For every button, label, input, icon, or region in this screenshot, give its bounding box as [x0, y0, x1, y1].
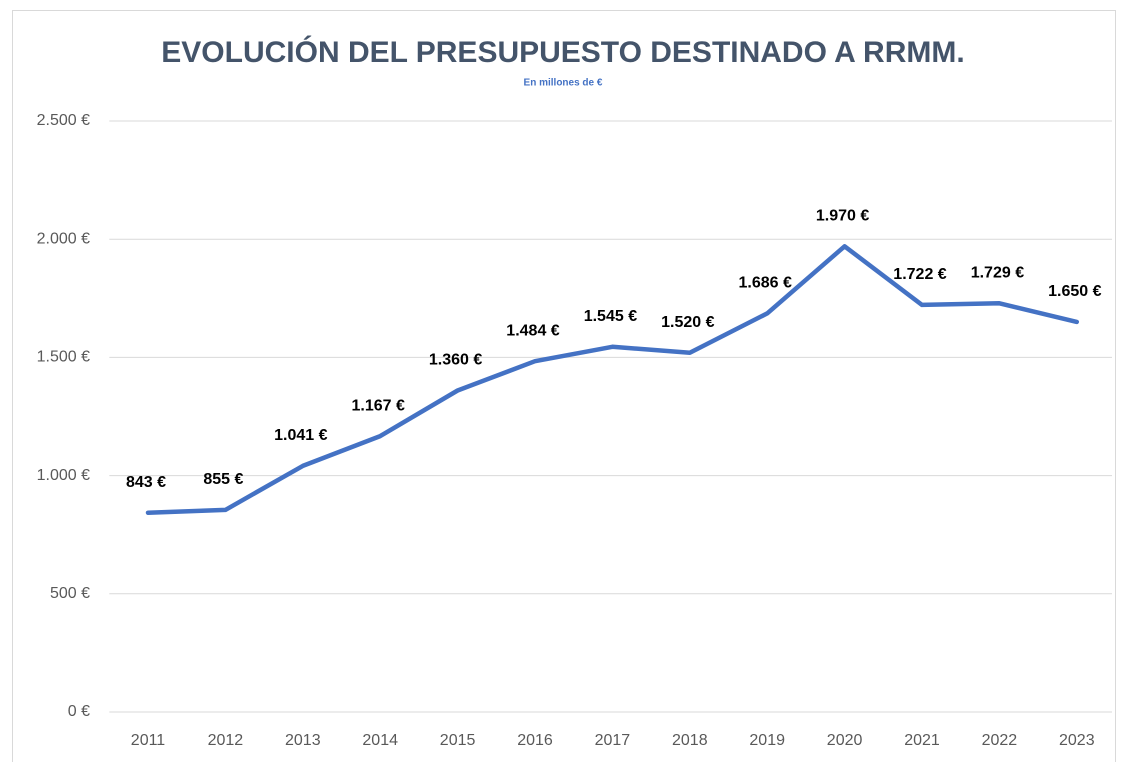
x-tick-label: 2013 — [285, 732, 321, 749]
data-label: 1.970 € — [816, 208, 869, 225]
data-label: 843 € — [126, 474, 166, 491]
x-tick-label: 2012 — [208, 732, 244, 749]
x-tick-label: 2015 — [440, 732, 476, 749]
x-tick-label: 2017 — [595, 732, 631, 749]
y-tick-label: 1.000 € — [37, 467, 90, 484]
data-label: 1.360 € — [429, 352, 482, 369]
data-label: 1.041 € — [274, 427, 327, 444]
line — [145, 244, 1080, 515]
data-label: 855 € — [203, 471, 243, 488]
x-tick-label: 2019 — [749, 732, 785, 749]
y-tick-label: 500 € — [50, 585, 90, 602]
data-label: 1.650 € — [1048, 283, 1101, 300]
x-tick-label: 2023 — [1059, 732, 1095, 749]
chart-title: EVOLUCIÓN DEL PRESUPUESTO DESTINADO A RR… — [161, 35, 964, 69]
data-label: 1.167 € — [352, 397, 405, 414]
y-tick-label: 0 € — [68, 703, 90, 720]
x-tick-label: 2016 — [517, 732, 553, 749]
x-tick-label: 2018 — [672, 732, 708, 749]
chart-border — [12, 10, 1116, 762]
data-label: 1.484 € — [506, 322, 559, 339]
data-label: 1.686 € — [739, 275, 792, 292]
y-tick-label: 2.500 € — [37, 112, 90, 129]
y-tick-label: 1.500 € — [37, 349, 90, 366]
x-tick-label: 2011 — [131, 732, 166, 749]
data-label: 1.545 € — [584, 308, 637, 325]
y-tick-label: 2.000 € — [37, 230, 90, 247]
data-label: 1.729 € — [971, 264, 1024, 281]
x-tick-label: 2020 — [827, 732, 863, 749]
chart-subtitle: En millones de € — [524, 78, 603, 89]
data-label: 1.520 € — [661, 314, 714, 331]
data-label: 1.722 € — [893, 266, 946, 283]
x-tick-label: 2022 — [982, 732, 1018, 749]
x-tick-label: 2014 — [362, 732, 398, 749]
x-tick-label: 2021 — [904, 732, 940, 749]
